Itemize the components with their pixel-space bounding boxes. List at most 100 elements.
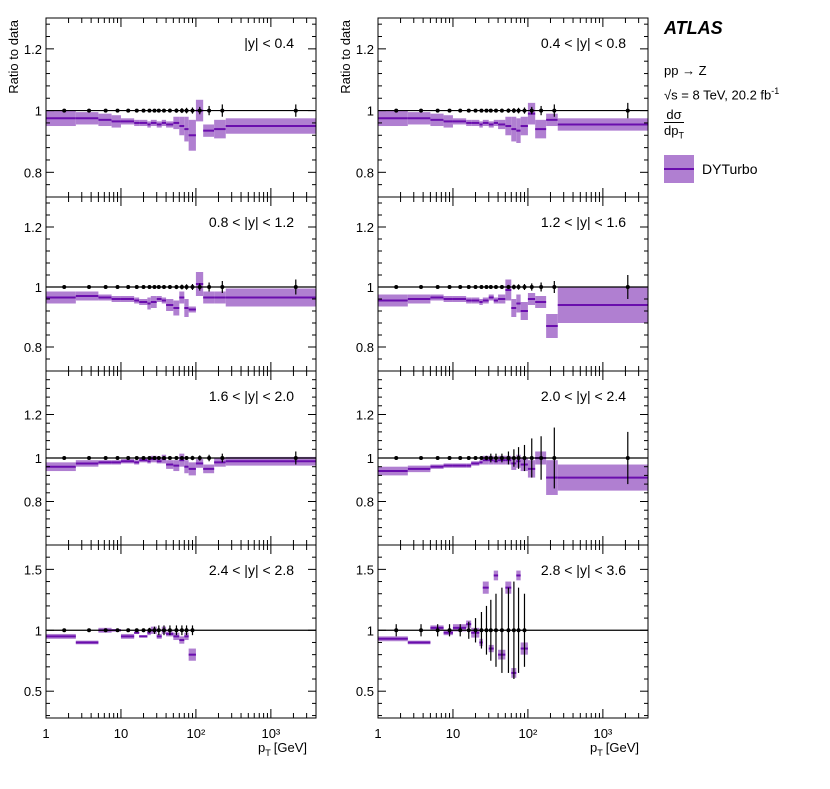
data-point	[506, 456, 511, 460]
y-tick-label: 1	[367, 280, 374, 295]
data-point	[87, 456, 92, 460]
data-point	[522, 456, 527, 460]
y-tick-label: 0.8	[356, 340, 374, 355]
data-point	[87, 628, 92, 633]
experiment-label: ATLAS	[664, 18, 723, 38]
x-axis-label: pT [GeV]	[590, 740, 639, 758]
x-axis-label: pT [GeV]	[258, 740, 307, 758]
data-point	[152, 628, 157, 633]
data-point	[103, 456, 108, 460]
data-point	[484, 108, 489, 113]
panel-4: 0.8 1 1.2 1.2 < |y| < 1.6	[356, 196, 649, 372]
data-point	[511, 108, 516, 113]
data-point	[87, 108, 92, 113]
legend-label: DYTurbo	[702, 160, 758, 177]
data-point	[167, 285, 172, 289]
data-point	[479, 456, 484, 460]
panel-frame	[45, 544, 317, 719]
data-point	[147, 285, 152, 289]
data-point	[179, 456, 184, 460]
data-point	[506, 628, 511, 633]
data-point	[184, 285, 189, 289]
data-point	[152, 456, 157, 460]
y-tick-label: 1.2	[356, 42, 374, 57]
y-tick-label: 1	[367, 451, 374, 466]
data-point	[493, 108, 498, 113]
data-point	[419, 285, 424, 289]
energy-lumi-label: √s = 8 TeV, 20.2 fb-1	[664, 81, 830, 105]
info-panel: ATLAS pp → Z √s = 8 TeV, 20.2 fb-1 dσ dp…	[664, 18, 830, 183]
panel-2: 0.8 1 1.2 0.4 < |y| < 0.8 Ratio to data	[338, 17, 649, 198]
rapidity-bin-label: 0.8 < |y| < 1.2	[209, 214, 294, 230]
data-point	[488, 108, 493, 113]
y-tick-label: 1.2	[24, 220, 42, 235]
x-tick-label: 10	[114, 726, 128, 741]
data-point	[499, 456, 504, 460]
data-point	[167, 456, 172, 460]
y-tick-label: 1.2	[24, 408, 42, 423]
data-point	[174, 456, 179, 460]
data-point	[141, 285, 146, 289]
data-point	[62, 456, 67, 460]
data-point	[147, 108, 152, 113]
data-point	[293, 456, 298, 460]
data-point	[126, 285, 131, 289]
data-point	[394, 285, 399, 289]
y-tick-label: 1.2	[24, 42, 42, 57]
data-point	[156, 456, 161, 460]
legend-swatch	[664, 154, 694, 183]
data-point	[174, 628, 179, 633]
sqrt-s-symbol: √s	[664, 87, 678, 103]
x-tick-label: 1	[374, 726, 381, 741]
data-point	[134, 108, 139, 113]
data-point	[447, 285, 452, 289]
data-point	[488, 285, 493, 289]
panel-1: 0.8 1 1.2 |y| < 0.4 Ratio to data	[6, 17, 317, 198]
data-point	[62, 628, 67, 633]
y-tick-label: 0.8	[24, 165, 42, 180]
data-point	[220, 285, 225, 289]
x-tick-label: 10³	[593, 726, 612, 741]
rapidity-bin-label: |y| < 0.4	[244, 35, 294, 51]
data-point	[447, 456, 452, 460]
y-tick-label: 0.8	[24, 495, 42, 510]
data-point	[458, 456, 463, 460]
data-point	[458, 628, 463, 633]
data-point	[499, 628, 504, 633]
data-point	[103, 628, 108, 633]
data-point	[435, 456, 440, 460]
data-point	[552, 108, 557, 113]
data-point	[115, 108, 120, 113]
data-point	[147, 628, 152, 633]
data-point	[488, 456, 493, 460]
data-point	[207, 456, 212, 460]
panel-6: 0.8 1 1.2 2.0 < |y| < 2.4	[356, 370, 649, 546]
data-point	[466, 285, 471, 289]
rapidity-bin-label: 2.4 < |y| < 2.8	[209, 562, 294, 578]
data-point	[207, 108, 212, 113]
data-point	[473, 628, 478, 633]
data-point	[394, 108, 399, 113]
data-point	[516, 108, 521, 113]
y-tick-label: 1	[367, 623, 374, 638]
data-point	[220, 456, 225, 460]
data-point	[458, 285, 463, 289]
data-point	[174, 285, 179, 289]
data-point	[179, 285, 184, 289]
data-point	[134, 456, 139, 460]
x-tick-label: 1	[42, 726, 49, 741]
data-point	[447, 108, 452, 113]
data-point	[134, 628, 139, 633]
data-point	[293, 108, 298, 113]
data-point	[493, 628, 498, 633]
data-point	[447, 628, 452, 633]
y-tick-label: 1.5	[356, 562, 374, 577]
lumi-exponent: -1	[771, 86, 780, 96]
data-point	[190, 628, 195, 633]
y-tick-label: 0.8	[356, 495, 374, 510]
data-point	[479, 285, 484, 289]
data-point	[167, 108, 172, 113]
data-point	[87, 285, 92, 289]
data-point	[141, 456, 146, 460]
